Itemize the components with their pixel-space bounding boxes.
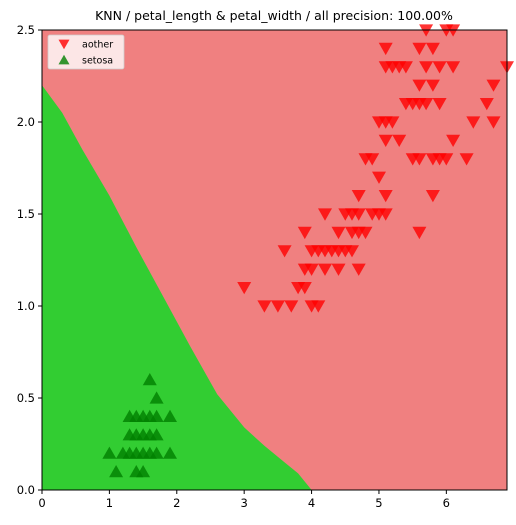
x-tick-label: 4 (308, 496, 315, 510)
legend-label-setosa: setosa (82, 56, 113, 67)
y-tick-label: 2.5 (17, 23, 35, 37)
x-tick-label: 0 (38, 496, 45, 510)
aother-point (277, 245, 292, 258)
aother-point (270, 300, 285, 313)
setosa-decision-region (42, 85, 312, 490)
aother-point (412, 79, 427, 92)
legend-marker-aother (58, 39, 70, 50)
legend-marker-setosa (58, 54, 70, 65)
x-tick-label: 5 (375, 496, 382, 510)
x-tick-label: 6 (443, 496, 450, 510)
y-axis: 0.0 0.5 1.0 1.5 2.0 2.5 (17, 23, 42, 497)
aother-point (486, 79, 501, 92)
aother-point (419, 61, 434, 74)
aother-point (446, 134, 461, 147)
aother-point (304, 263, 319, 276)
aother-point (372, 171, 386, 184)
setosa-point (163, 409, 177, 422)
aother-point (331, 263, 346, 276)
aother-point (297, 226, 312, 240)
aother-point (486, 116, 501, 129)
aother-point (378, 208, 393, 221)
aother-point (365, 153, 380, 166)
setosa-point (163, 446, 177, 459)
aother-point (351, 190, 366, 203)
x-tick-label: 3 (241, 496, 248, 510)
aother-point (311, 300, 326, 313)
aother-point (398, 61, 413, 74)
aother-point (351, 208, 366, 221)
setosa-point (149, 391, 164, 404)
plot-frame (41, 29, 508, 491)
x-tick-label: 1 (106, 496, 113, 510)
y-tick-label: 2.0 (17, 115, 35, 129)
aother-point (351, 263, 366, 276)
y-tick-label: 0.5 (17, 391, 35, 405)
aother-point (378, 190, 393, 203)
aother-point (419, 98, 434, 111)
aother-point (466, 116, 481, 129)
aother-point (412, 153, 427, 166)
aother-point (432, 61, 447, 74)
y-tick-label: 1.0 (17, 299, 35, 313)
aother-point (378, 42, 393, 56)
aother-point (479, 98, 494, 111)
y-tick-label: 1.5 (17, 207, 35, 221)
aother-point (392, 134, 407, 147)
aother-point (412, 42, 427, 56)
aother-point (378, 134, 393, 147)
setosa-point (149, 409, 164, 422)
legend: aother setosa (47, 34, 125, 70)
setosa-point (109, 465, 124, 478)
aother-point (425, 42, 440, 56)
x-tick-label: 2 (173, 496, 180, 510)
setosa-point (142, 373, 157, 386)
aother-point (425, 190, 440, 203)
aother-point (284, 300, 299, 313)
aother-point (358, 226, 373, 240)
x-axis: 0 1 2 3 4 5 6 (38, 490, 450, 510)
aother-point (318, 263, 332, 276)
aother-point (237, 282, 252, 295)
scatter-marks (102, 24, 514, 478)
aother-point (297, 282, 312, 295)
aother-point (412, 226, 427, 240)
aother-point (439, 153, 454, 166)
aother-point (432, 98, 447, 111)
aother-point (318, 208, 332, 221)
setosa-point (136, 465, 151, 478)
setosa-point (136, 428, 151, 441)
chart-title: KNN / petal_length & petal_width / all p… (95, 8, 453, 23)
aother-point (425, 79, 440, 92)
legend-label-aother: aother (82, 40, 113, 51)
aother-point (331, 226, 346, 240)
aother-point (459, 153, 474, 166)
setosa-point (129, 409, 144, 422)
setosa-point (102, 446, 117, 459)
aother-point (345, 245, 359, 258)
aother-point (257, 300, 272, 313)
aother-point (446, 61, 461, 74)
aother-point (385, 116, 400, 129)
setosa-point (149, 446, 164, 459)
y-tick-label: 0.0 (17, 483, 35, 497)
plot-area (41, 24, 514, 491)
